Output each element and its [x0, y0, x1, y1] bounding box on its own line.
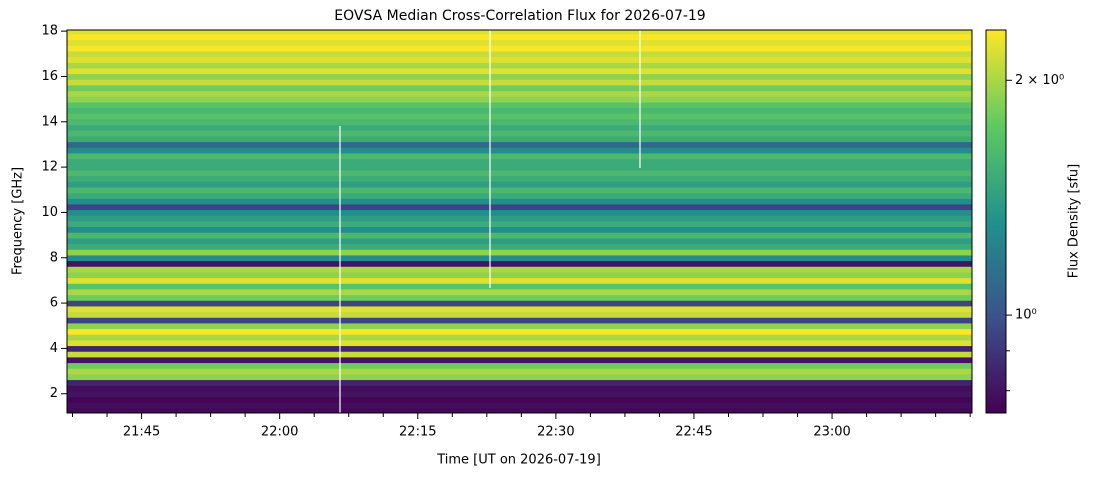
heatmap-row — [67, 209, 972, 216]
heatmap-row — [67, 300, 972, 307]
heatmap-row — [67, 147, 972, 154]
colorbar-label: Flux Density [sfu] — [1067, 164, 1082, 278]
heatmap-row — [67, 124, 972, 131]
heatmap-row — [67, 339, 972, 347]
heatmap-row — [67, 407, 972, 413]
heatmap-row — [67, 215, 972, 222]
x-tick-label: 22:30 — [537, 425, 574, 440]
heatmap-row — [67, 390, 972, 398]
heatmap-row — [67, 73, 972, 80]
heatmap-row — [67, 141, 972, 148]
heatmap-row — [67, 379, 972, 386]
heatmap-row — [67, 198, 972, 205]
plot-frame — [66, 29, 973, 414]
heatmap-row — [67, 67, 972, 75]
heatmap — [67, 30, 972, 413]
heatmap-row — [67, 39, 972, 46]
heatmap-row — [67, 243, 972, 250]
heatmap-row — [67, 373, 972, 381]
y-tick-label: 16 — [41, 69, 58, 84]
heatmap-row — [67, 186, 972, 194]
y-tick-label: 4 — [50, 341, 58, 356]
y-axis-label: Frequency [GHz] — [11, 167, 26, 275]
heatmap-row — [67, 30, 972, 35]
x-tick-label: 22:45 — [675, 425, 712, 440]
heatmap-row — [67, 226, 972, 233]
colorbar — [985, 29, 1007, 414]
y-tick-label: 2 — [50, 386, 58, 401]
heatmap-row — [67, 254, 972, 262]
heatmap-row — [67, 356, 972, 364]
heatmap-row — [67, 288, 972, 296]
heatmap-row — [67, 96, 972, 103]
heatmap-row — [67, 249, 972, 256]
y-tick-label: 12 — [41, 160, 58, 175]
y-tick-label: 6 — [50, 296, 58, 311]
chart-title: EOVSA Median Cross-Correlation Flux for … — [334, 8, 705, 24]
x-tick-label: 22:00 — [261, 425, 298, 440]
heatmap-row — [67, 84, 972, 92]
heatmap-row — [67, 334, 972, 341]
heatmap-row — [67, 362, 972, 369]
heatmap-row — [67, 62, 972, 69]
heatmap-row — [67, 203, 972, 211]
y-tick-label: 18 — [41, 24, 58, 39]
heatmap-row — [67, 317, 972, 324]
heatmap-row — [67, 396, 972, 403]
heatmap-row — [67, 305, 972, 313]
x-tick-label: 22:15 — [399, 425, 436, 440]
heatmap-row — [67, 260, 972, 267]
x-tick-label: 21:45 — [123, 425, 160, 440]
heatmap-row — [67, 232, 972, 239]
heatmap-row — [67, 368, 972, 375]
x-tick-label: 23:00 — [813, 425, 850, 440]
colorbar-tick-label: 10⁰ — [1015, 308, 1037, 323]
heatmap-row — [67, 113, 972, 120]
colorbar-tick-label: 2 × 10⁰ — [1015, 73, 1064, 88]
heatmap-row — [67, 56, 972, 63]
heatmap-row — [67, 283, 972, 290]
heatmap-row — [67, 266, 972, 273]
heatmap-row — [67, 79, 972, 86]
heatmap-row — [67, 385, 972, 392]
heatmap-row — [67, 271, 972, 279]
heatmap-row — [67, 277, 972, 284]
y-tick-label: 10 — [41, 205, 58, 220]
heatmap-row — [67, 158, 972, 165]
heatmap-row — [67, 181, 972, 188]
heatmap-row — [67, 152, 972, 160]
heatmap-row — [67, 220, 972, 228]
heatmap-row — [67, 135, 972, 143]
heatmap-row — [67, 237, 972, 245]
heatmap-row — [67, 175, 972, 182]
y-tick-label: 8 — [50, 250, 58, 265]
heatmap-row — [67, 33, 972, 41]
heatmap-row — [67, 130, 972, 137]
heatmap-row — [67, 192, 972, 199]
heatmap-row — [67, 169, 972, 177]
heatmap-row — [67, 322, 972, 330]
heatmap-row — [67, 90, 972, 97]
heatmap-row — [67, 402, 972, 409]
heatmap-row — [67, 311, 972, 318]
heatmap-row — [67, 328, 972, 335]
heatmap-row — [67, 107, 972, 114]
data-gaps — [339, 30, 641, 413]
heatmap-row — [67, 351, 972, 358]
heatmap-row — [67, 45, 972, 52]
x-axis-label: Time [UT on 2026-07-19] — [436, 453, 601, 468]
heatmap-row — [67, 101, 972, 109]
heatmap-row — [67, 345, 972, 352]
heatmap-row — [67, 50, 972, 58]
y-tick-label: 14 — [41, 114, 58, 129]
heatmap-row — [67, 294, 972, 301]
heatmap-row — [67, 164, 972, 171]
heatmap-row — [67, 118, 972, 126]
